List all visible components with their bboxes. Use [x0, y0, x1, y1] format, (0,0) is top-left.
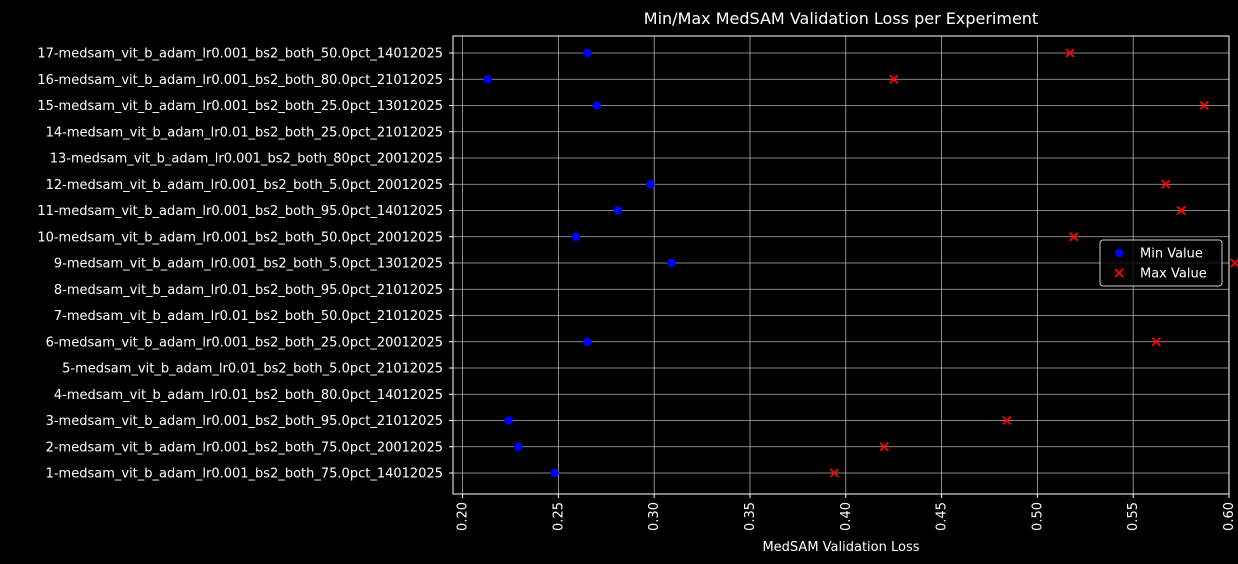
- y-tick-label: 14-medsam_vit_b_adam_lr0.01_bs2_both_25.…: [46, 125, 443, 140]
- min-value-point: [582, 48, 592, 58]
- max-value-point: [879, 442, 889, 452]
- x-tick-label: 0.55: [1126, 502, 1141, 531]
- x-tick-label: 0.25: [551, 502, 566, 531]
- y-tick-label: 4-medsam_vit_b_adam_lr0.01_bs2_both_80.0…: [54, 388, 443, 403]
- chart-title: Min/Max MedSAM Validation Loss per Exper…: [644, 9, 1038, 28]
- max-value-point: [1069, 232, 1079, 242]
- max-value-point: [1176, 205, 1186, 216]
- y-tick-label: 8-medsam_vit_b_adam_lr0.01_bs2_both_95.0…: [54, 283, 443, 298]
- y-tick-label: 3-medsam_vit_b_adam_lr0.001_bs2_both_95.…: [46, 414, 443, 429]
- y-tick-label: 17-medsam_vit_b_adam_lr0.001_bs2_both_50…: [37, 47, 443, 62]
- max-value-point: [1151, 337, 1161, 347]
- y-axis-ticks: 1-medsam_vit_b_adam_lr0.001_bs2_both_75.…: [37, 47, 453, 482]
- grid-lines: [453, 36, 1230, 494]
- min-value-point: [582, 337, 592, 346]
- y-tick-label: 2-medsam_vit_b_adam_lr0.001_bs2_both_75.…: [46, 440, 443, 455]
- y-tick-label: 10-medsam_vit_b_adam_lr0.001_bs2_both_50…: [37, 230, 443, 245]
- max-value-point: [1199, 100, 1209, 111]
- max-value-point: [829, 468, 839, 478]
- x-tick-label: 0.60: [1222, 502, 1237, 531]
- max-value-point: [1230, 258, 1238, 268]
- min-value-point: [550, 468, 559, 478]
- min-value-point: [613, 206, 622, 215]
- data-points: [483, 48, 1238, 478]
- max-value-point: [1065, 48, 1075, 58]
- x-axis-ticks: 0.20 0.25 0.30 0.35 0.40 0.45 0.50 0.55 0.60: [456, 494, 1237, 531]
- y-tick-label: 15-medsam_vit_b_adam_lr0.001_bs2_both_25…: [37, 99, 443, 114]
- y-tick-label: 11-medsam_vit_b_adam_lr0.001_bs2_both_95…: [37, 204, 443, 219]
- min-value-point: [592, 101, 601, 110]
- y-tick-label: 9-medsam_vit_b_adam_lr0.001_bs2_both_5.0…: [54, 257, 443, 272]
- x-axis-label: MedSAM Validation Loss: [762, 540, 919, 555]
- min-value-point: [483, 75, 492, 84]
- y-tick-label: 1-medsam_vit_b_adam_lr0.001_bs2_both_75.…: [46, 467, 443, 482]
- legend-label: Max Value: [1140, 267, 1207, 282]
- max-value-point: [1161, 179, 1171, 189]
- y-tick-label: 16-medsam_vit_b_adam_lr0.001_bs2_both_80…: [37, 73, 443, 88]
- min-value-point: [504, 416, 513, 425]
- x-tick-label: 0.35: [743, 502, 758, 531]
- max-value-point: [1002, 415, 1012, 426]
- x-tick-label: 0.50: [1030, 502, 1045, 531]
- y-tick-label: 5-medsam_vit_b_adam_lr0.01_bs2_both_5.0p…: [62, 362, 443, 377]
- max-value-point: [889, 74, 899, 84]
- legend-min-marker: [1114, 248, 1124, 258]
- legend-box: [1099, 239, 1223, 287]
- y-tick-label: 12-medsam_vit_b_adam_lr0.001_bs2_both_5.…: [46, 178, 443, 193]
- y-tick-label: 6-medsam_vit_b_adam_lr0.001_bs2_both_25.…: [46, 335, 443, 350]
- min-value-point: [571, 232, 580, 241]
- y-tick-label: 13-medsam_vit_b_adam_lr0.001_bs2_both_80…: [50, 152, 443, 167]
- min-value-point: [646, 180, 655, 189]
- plot-frame: [452, 35, 1230, 495]
- x-tick-label: 0.45: [935, 502, 950, 531]
- legend: Min Value Max Value: [1099, 239, 1223, 287]
- x-tick-label: 0.40: [839, 502, 854, 531]
- min-value-point: [513, 442, 523, 451]
- min-value-point: [667, 258, 676, 268]
- legend-max-marker: [1114, 268, 1124, 278]
- legend-label: Min Value: [1140, 247, 1203, 262]
- x-tick-label: 0.30: [647, 502, 662, 531]
- x-tick-label: 0.20: [456, 502, 471, 531]
- y-tick-label: 7-medsam_vit_b_adam_lr0.01_bs2_both_50.0…: [54, 309, 443, 324]
